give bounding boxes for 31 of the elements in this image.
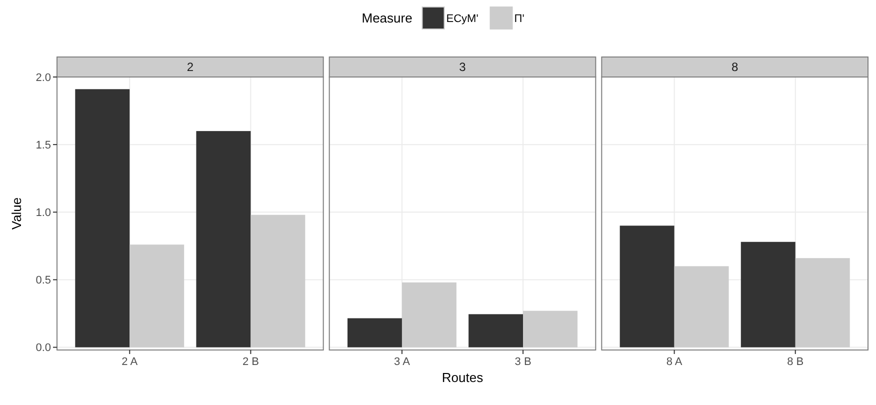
y-tick-label: 1.0 xyxy=(36,207,51,219)
x-tick-label: 8 A xyxy=(666,356,683,368)
y-tick-label: 0.0 xyxy=(36,342,51,354)
bar xyxy=(795,258,850,348)
x-axis-title: Routes xyxy=(442,370,484,385)
chart-title: 3 xyxy=(459,60,466,74)
x-tick-label: 2 A xyxy=(122,356,138,368)
x-tick-label: 2 B xyxy=(242,356,259,368)
x-tick-label: 8 B xyxy=(787,356,804,368)
bar xyxy=(130,244,184,348)
legend-label: ECyM' xyxy=(446,12,478,25)
legend-label: Π' xyxy=(514,12,524,25)
bar xyxy=(75,89,130,348)
bar xyxy=(468,314,524,348)
y-tick-label: 2.0 xyxy=(36,72,51,84)
bar xyxy=(347,318,402,348)
y-axis-title: Value xyxy=(9,197,24,230)
bar xyxy=(523,310,578,348)
bar xyxy=(402,282,456,348)
bar xyxy=(250,214,306,348)
chart-title: 8 xyxy=(731,60,738,74)
bar xyxy=(196,131,251,348)
legend-title: Measure xyxy=(362,10,412,26)
chart-title: 2 xyxy=(186,60,194,74)
y-tick-label: 1.5 xyxy=(36,139,51,152)
bar xyxy=(674,266,729,348)
y-tick-label: 0.5 xyxy=(36,274,51,287)
x-tick-label: 3 A xyxy=(394,356,411,368)
bar xyxy=(740,242,796,348)
x-tick-label: 3 B xyxy=(514,356,532,368)
bar xyxy=(620,226,674,348)
